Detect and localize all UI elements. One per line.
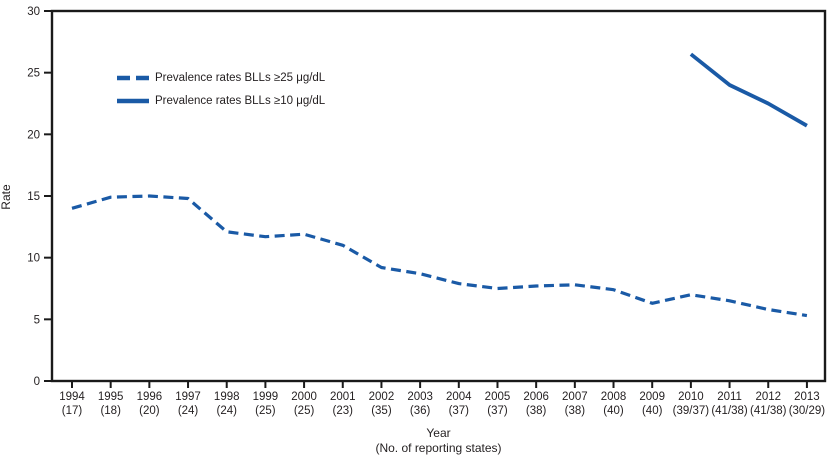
y-axis-title: Rate [0,184,13,210]
x-tick-year-label: 1999 [253,391,279,403]
y-tick-label: 10 [27,253,40,265]
legend-solid-swatch-icon [117,98,149,103]
x-tick-year-label: 2008 [601,391,627,403]
x-tick-year-label: 1995 [98,391,124,403]
x-tick-states-label: (41/38) [711,405,748,417]
legend-label-bll10: Prevalence rates BLLs ≥10 μg/dL [155,94,326,107]
y-tick-label: 5 [34,314,40,326]
y-tick-label: 15 [27,191,40,203]
x-tick-year-label: 1996 [137,391,163,403]
x-tick-year-label: 2004 [446,391,472,403]
x-axis: 1994 (17) 1995 (18) 1996 (20) 1997 (24) 1998 (24)… [59,381,825,417]
x-tick-year-label: 2006 [523,391,549,403]
x-tick-states-label: (38) [526,405,547,417]
y-tick-label: 20 [27,129,40,141]
x-tick-year-label: 2002 [369,391,395,403]
x-tick-year-label: 2003 [407,391,433,403]
x-tick-year-label: 2012 [755,391,781,403]
x-tick-states-label: (40) [603,405,624,417]
y-tick-label: 30 [27,6,40,18]
x-tick-year-label: 2007 [562,391,588,403]
x-tick-states-label: (41/38) [750,405,787,417]
series-bll10-line [689,52,808,128]
x-tick-year-label: 2001 [330,391,356,403]
bll25-polyline [71,194,808,318]
x-tick-year-label: 2010 [678,391,704,403]
x-axis-title: Year [426,426,451,440]
y-axis: 0 5 10 15 20 25 30 [27,6,52,388]
x-tick-year-label: 2009 [639,391,665,403]
legend: Prevalence rates BLLs ≥25 μg/dL Prevalen… [117,66,325,112]
x-tick-year-label: 2005 [485,391,511,403]
x-tick-states-label: (23) [333,405,354,417]
y-tick-label: 0 [34,376,40,388]
x-tick-states-label: (24) [216,405,237,417]
x-axis-subtitle: (No. of reporting states) [375,441,502,455]
x-tick-year-label: 1998 [214,391,240,403]
x-tick-states-label: (25) [255,405,276,417]
legend-label-bll25: Prevalence rates BLLs ≥25 μg/dL [155,71,326,84]
x-tick-year-label: 1997 [175,391,201,403]
x-tick-states-label: (38) [565,405,586,417]
bll10-polyline [689,52,808,128]
x-tick-states-label: (18) [100,405,121,417]
legend-dashed-swatch-icon [117,75,149,80]
x-tick-states-label: (36) [410,405,431,417]
y-tick-label: 25 [27,68,40,80]
x-tick-states-label: (20) [139,405,160,417]
series-bll25-line [71,194,808,318]
legend-item-bll25: Prevalence rates BLLs ≥25 μg/dL [117,66,325,89]
x-tick-states-label: (30/29) [789,405,826,417]
x-tick-states-label: (40) [642,405,663,417]
x-tick-year-label: 2013 [794,391,820,403]
x-tick-states-label: (24) [178,405,199,417]
x-tick-states-label: (17) [62,405,83,417]
x-tick-states-label: (25) [294,405,315,417]
x-tick-year-label: 1994 [59,391,85,403]
legend-item-bll10: Prevalence rates BLLs ≥10 μg/dL [117,89,325,112]
x-tick-year-label: 2000 [291,391,317,403]
x-tick-states-label: (35) [371,405,392,417]
x-tick-year-label: 2011 [717,391,742,403]
x-tick-states-label: (37) [449,405,470,417]
x-tick-states-label: (39/37) [673,405,710,417]
x-tick-states-label: (37) [487,405,508,417]
